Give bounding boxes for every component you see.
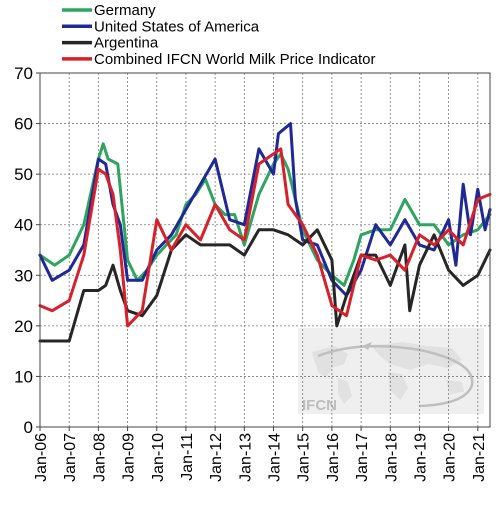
watermark-text: IFCN	[302, 397, 337, 414]
ifcn-watermark: IFCN	[298, 328, 484, 414]
x-tick-label: Jan-12	[208, 433, 225, 482]
x-tick-label: Jan-08	[91, 433, 108, 482]
legend-label-0: Germany	[94, 2, 156, 19]
x-tick-label: Jan-18	[383, 433, 400, 482]
x-tick-label: Jan-16	[325, 433, 342, 482]
x-tick-label: Jan-09	[121, 433, 138, 482]
axes: 0 10 20 30 40 50 60 70 Jan-06 Jan-07 Jan-08 Jan-09 J…	[14, 64, 491, 482]
x-tick-label: Jan-17	[354, 433, 371, 482]
watermark-continent	[372, 342, 462, 370]
x-tick-label: Jan-10	[150, 433, 167, 482]
y-tick-label: 70	[14, 64, 33, 83]
legend-label-2: Argentina	[94, 35, 159, 52]
watermark-continent	[388, 372, 408, 400]
watermark-logo: IFCN	[298, 328, 484, 414]
x-tick-label: Jan-13	[237, 433, 254, 482]
y-tick-label: 60	[14, 115, 33, 134]
y-tick-label: 40	[14, 216, 33, 235]
x-tick-label: Jan-20	[442, 433, 459, 482]
y-tick-label: 20	[14, 317, 33, 336]
legend-label-1: United States of America	[94, 18, 260, 35]
series-line-1	[38, 122, 492, 297]
series-line-0	[38, 142, 492, 287]
plot-frame	[39, 72, 491, 428]
y-tick-label: 50	[14, 165, 33, 184]
legend-label-3: Combined IFCN World Milk Price Indicator	[94, 51, 375, 68]
series-line-2	[38, 228, 492, 343]
watermark-arrowhead	[362, 342, 372, 350]
x-tick-label: Jan-21	[471, 433, 488, 482]
x-tick-label: Jan-07	[62, 433, 79, 482]
series-line-3	[38, 147, 492, 328]
x-tick-label: Jan-19	[412, 433, 429, 482]
y-tick-label: 10	[14, 367, 33, 386]
watermark-arc	[317, 344, 474, 408]
y-tick-label: 0	[24, 418, 33, 437]
watermark-continent	[338, 378, 352, 404]
y-tick-label: 30	[14, 266, 33, 285]
watermark-continent	[446, 380, 464, 394]
x-tick-label: Jan-06	[33, 433, 50, 482]
series-layer	[38, 122, 492, 343]
x-tick-label: Jan-14	[267, 433, 284, 482]
x-tick-label: Jan-15	[296, 433, 313, 482]
x-tick-label: Jan-11	[179, 433, 196, 481]
